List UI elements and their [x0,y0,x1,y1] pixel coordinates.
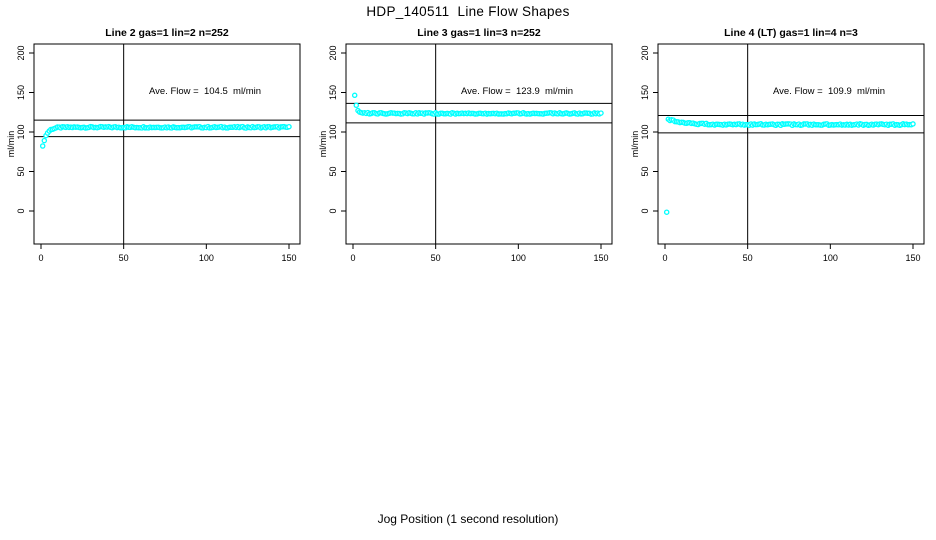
panel-2-title: Line 3 gas=1 lin=3 n=252 [417,27,541,39]
x-axis-footer-label: Jog Position (1 second resolution) [377,512,559,526]
x-tick-label: 0 [662,253,667,263]
data-point [41,137,48,144]
y-tick-label: 0 [640,208,650,213]
y-tick-label: 0 [16,208,26,213]
plot-frame [345,43,613,245]
y-tick-label: 100 [16,124,26,139]
y-tick-label: 50 [16,166,26,176]
x-tick-label: 150 [593,253,608,263]
main-title: HDP_140511 Line Flow Shapes [366,4,570,19]
y-tick-label: 200 [328,45,338,60]
panel-3-ave-flow-annotation: Ave. Flow = 109.9 ml/min [772,86,886,97]
x-tick-label: 0 [38,253,43,263]
x-tick-label: 100 [511,253,526,263]
data-point [910,121,916,127]
panel-1-title: Line 2 gas=1 lin=2 n=252 [105,27,229,39]
y-tick-label: 100 [640,124,650,139]
data-point [286,123,292,130]
y-tick-label: 150 [328,85,338,100]
data-point [39,143,46,149]
panel-2-plot: 0 50 100 150 0 50 100 150 200 [328,43,613,263]
y-tick-label: 0 [328,208,338,213]
y-tick-label: 200 [16,45,26,60]
y-tick-label: 150 [640,85,650,100]
y-tick-label: 200 [640,45,650,60]
x-tick-label: 50 [431,253,441,263]
panel-1-plot: 0 50 100 150 0 50 100 150 200 [16,43,301,263]
x-tick-label: 50 [743,253,753,263]
data-point [351,92,358,99]
panel-3-plot: 0 50 100 150 0 50 100 150 200 [640,43,925,263]
panel-2-ave-flow-annotation: Ave. Flow = 123.9 ml/min [460,86,574,97]
y-tick-label: 150 [16,85,26,100]
plot-frame [657,43,925,245]
data-point [353,102,360,109]
x-tick-label: 0 [350,253,355,263]
data-point [598,110,604,116]
plot-frame [33,43,301,245]
x-tick-label: 50 [119,253,129,263]
x-tick-label: 150 [905,253,920,263]
y-tick-label: 100 [328,124,338,139]
y-tick-label: 50 [640,166,650,176]
y-tick-label: 50 [328,166,338,176]
panel-1-ave-flow-annotation: Ave. Flow = 104.5 ml/min [148,86,262,97]
x-tick-label: 150 [281,253,296,263]
panel-3-title: Line 4 (LT) gas=1 lin=4 n=3 [724,27,858,39]
data-point [663,209,670,215]
x-tick-label: 100 [823,253,838,263]
x-tick-label: 100 [199,253,214,263]
